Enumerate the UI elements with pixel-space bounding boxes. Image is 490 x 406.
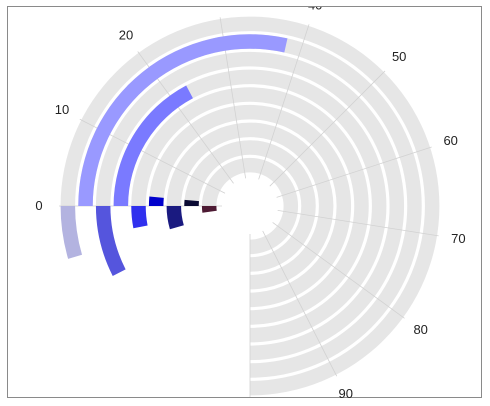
bar bbox=[166, 206, 184, 230]
bar bbox=[60, 206, 83, 259]
radial-bar-chart: 0102030405060708090100 bbox=[35, 7, 465, 399]
tick-label: 0 bbox=[35, 198, 42, 213]
tick-label: 20 bbox=[119, 27, 133, 42]
tick-label: 50 bbox=[392, 49, 406, 64]
chart-frame: 0102030405060708090100 bbox=[7, 6, 482, 399]
grid-line bbox=[276, 146, 432, 198]
bar bbox=[113, 85, 193, 206]
grid-line bbox=[262, 230, 338, 377]
tick-label: 70 bbox=[451, 231, 465, 246]
tick-label: 10 bbox=[55, 102, 69, 117]
grid-group bbox=[59, 17, 439, 397]
tick-label: 40 bbox=[308, 7, 322, 12]
tick-label-group: 0102030405060708090100 bbox=[35, 7, 465, 399]
bar bbox=[148, 196, 164, 206]
tick-label: 60 bbox=[443, 133, 457, 148]
grid-line bbox=[269, 70, 386, 187]
grid-line bbox=[277, 209, 439, 237]
bar bbox=[184, 199, 199, 206]
grid-line bbox=[272, 222, 405, 319]
tick-label: 90 bbox=[339, 386, 353, 399]
bar bbox=[201, 206, 217, 213]
bar bbox=[95, 206, 126, 276]
bar-group bbox=[60, 34, 288, 276]
grid-line bbox=[258, 24, 310, 180]
bar bbox=[131, 206, 148, 229]
tick-label: 80 bbox=[413, 322, 427, 337]
